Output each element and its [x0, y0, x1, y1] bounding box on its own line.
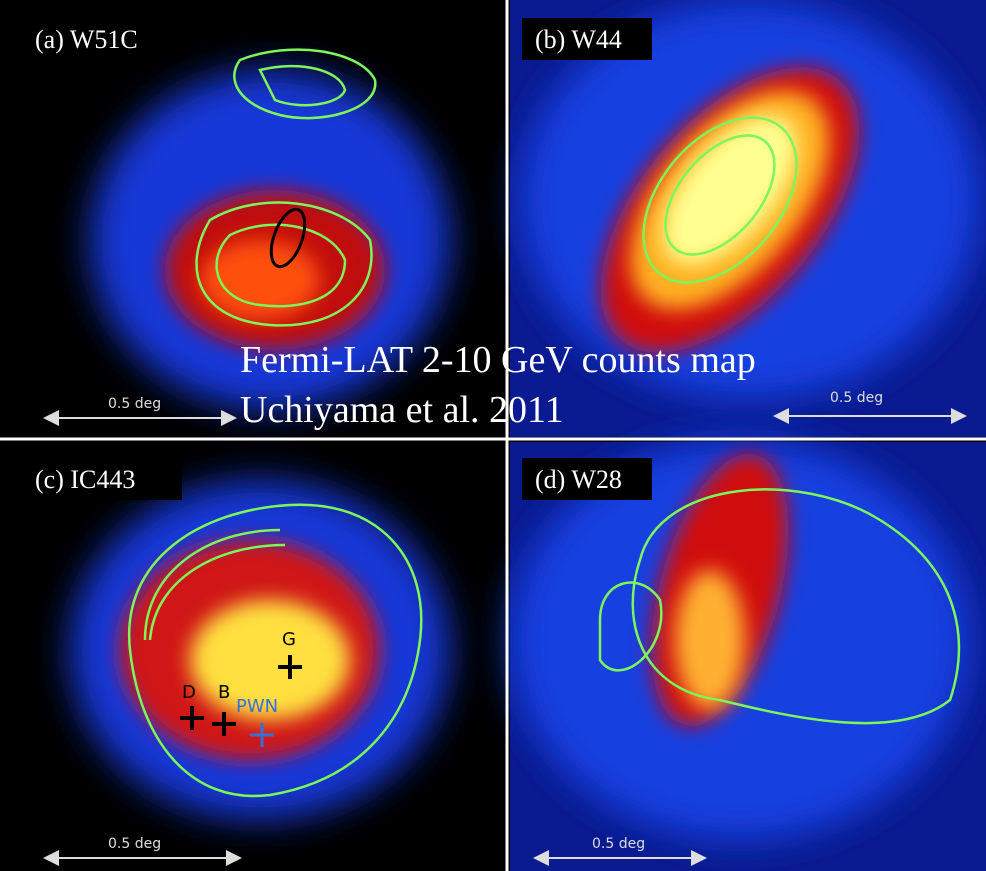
marker-label: PWN — [236, 696, 278, 717]
panel-label: (b) W44 — [535, 25, 622, 54]
scale-label: 0.5 deg — [830, 390, 883, 406]
page: (a) W51C (b) W44 (c) IC443 (d) W28 0.5 d… — [0, 0, 986, 871]
panel-label: (c) IC443 — [35, 465, 135, 494]
marker-label: B — [218, 682, 230, 703]
scale-label: 0.5 deg — [108, 396, 161, 412]
panel-label: (a) W51C — [35, 25, 138, 54]
panel-label: (d) W28 — [535, 465, 622, 494]
caption: Uchiyama et al. 2011 — [240, 389, 564, 431]
caption: Fermi-LAT 2-10 GeV counts map — [240, 339, 756, 381]
figure: (a) W51C (b) W44 (c) IC443 (d) W28 0.5 d… — [0, 0, 986, 871]
panel-d — [510, 439, 986, 871]
marker-label: D — [182, 682, 196, 703]
marker-label: G — [282, 629, 296, 650]
scale-label: 0.5 deg — [592, 836, 645, 852]
scale-label: 0.5 deg — [108, 836, 161, 852]
